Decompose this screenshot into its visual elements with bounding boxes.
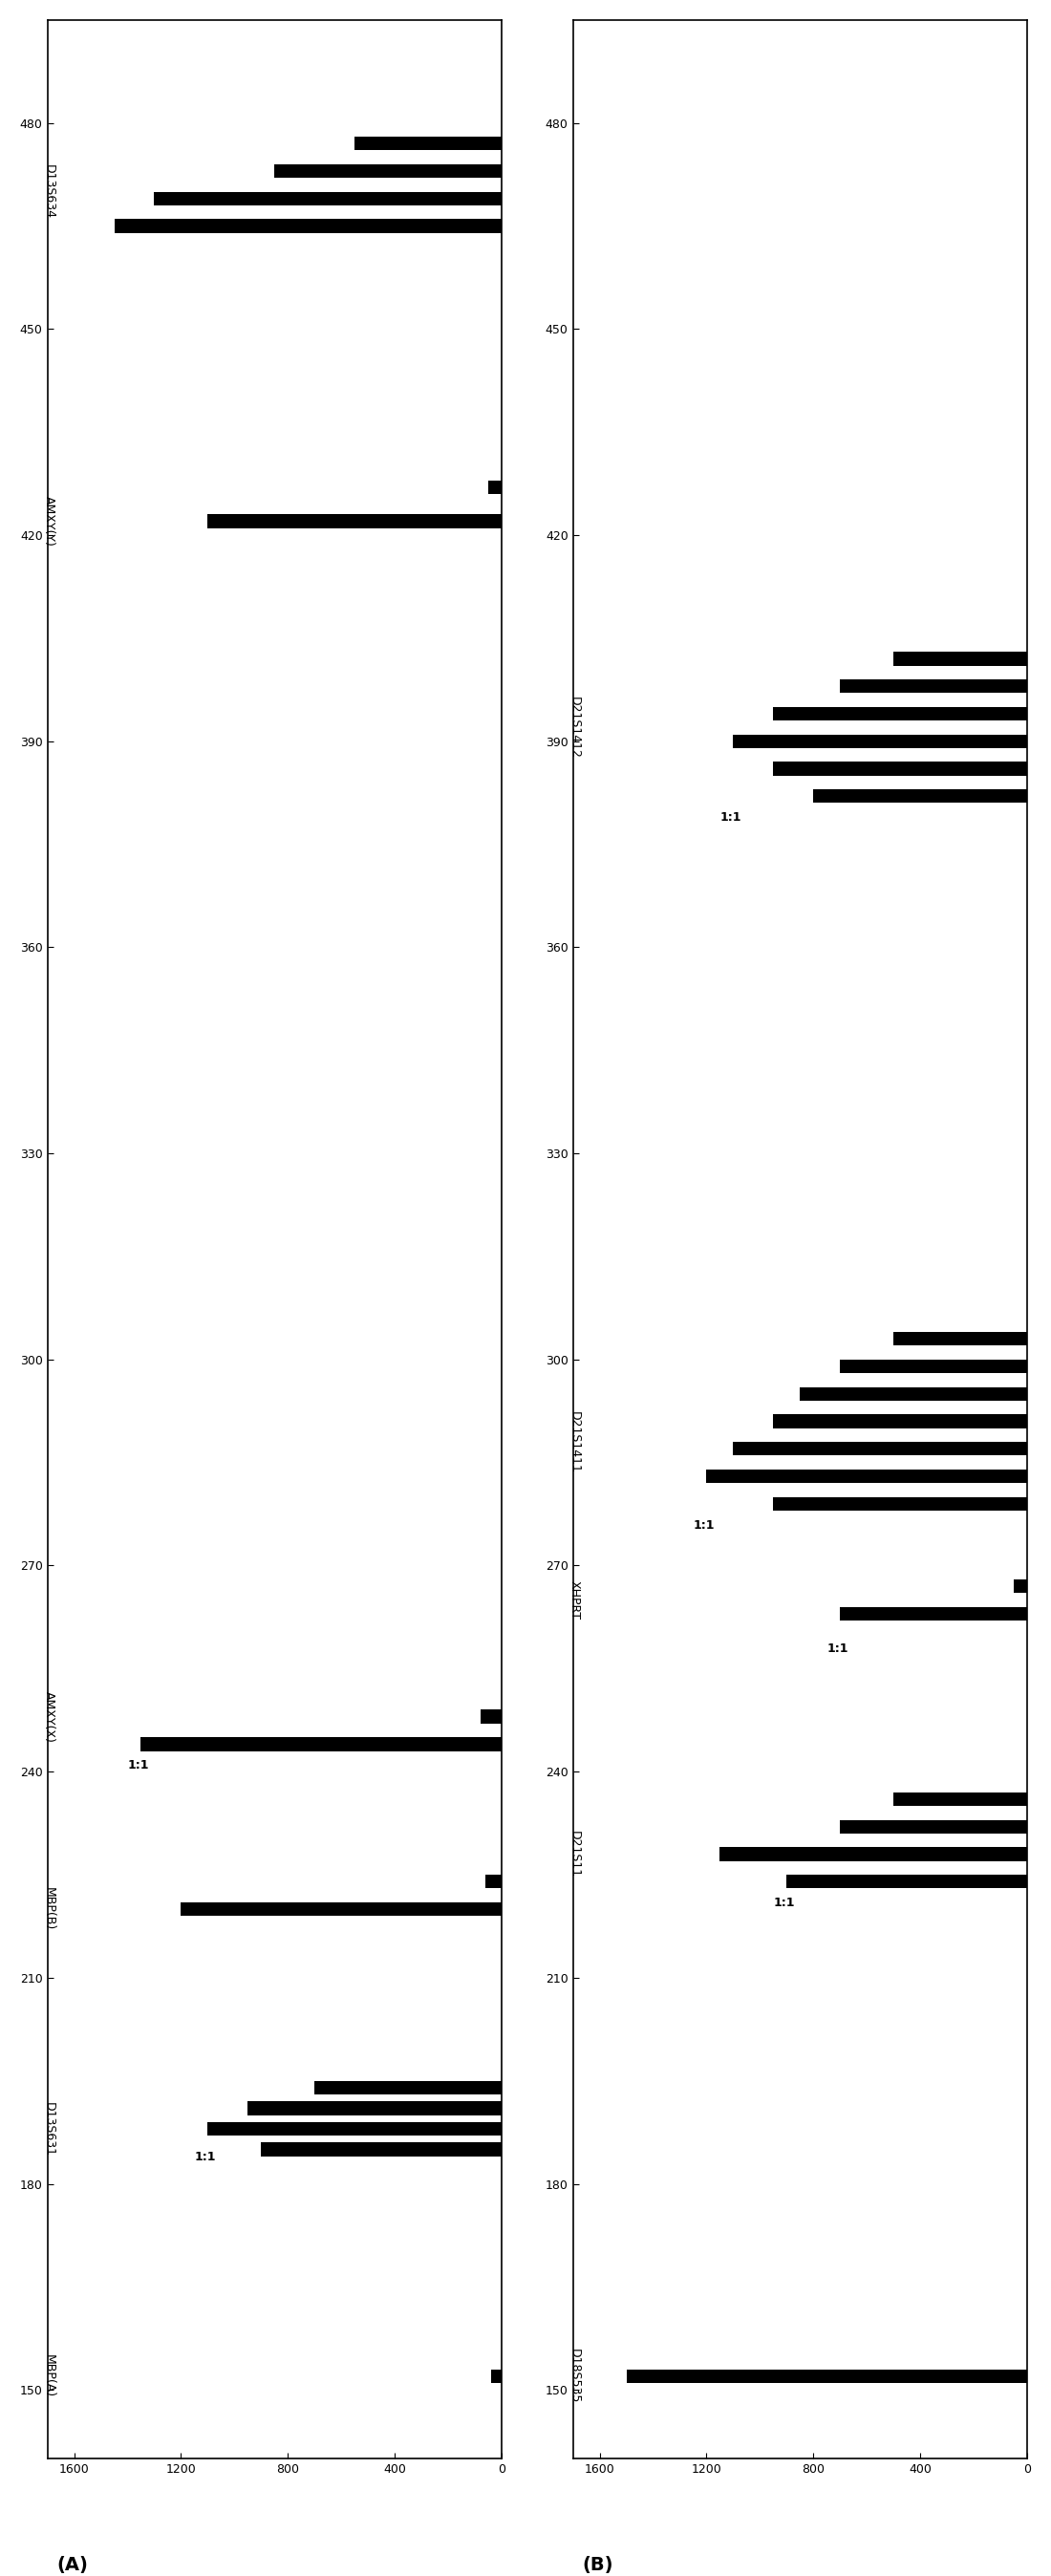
Text: MBP(B): MBP(B) xyxy=(43,1888,56,1929)
Text: (B): (B) xyxy=(582,2555,613,2573)
Bar xyxy=(262,2143,501,2156)
Bar xyxy=(706,1468,1027,1484)
Text: D13S634: D13S634 xyxy=(43,165,56,219)
Bar xyxy=(115,219,501,232)
Bar xyxy=(1014,1579,1027,1592)
Bar xyxy=(774,1497,1027,1510)
Text: (A): (A) xyxy=(57,2555,88,2573)
Bar xyxy=(314,2081,501,2094)
Text: AMXY(X): AMXY(X) xyxy=(43,1690,56,1741)
Text: AMXY(Y): AMXY(Y) xyxy=(43,497,56,546)
Text: D21S1411: D21S1411 xyxy=(569,1412,581,1473)
Text: 1:1: 1:1 xyxy=(827,1643,848,1654)
Bar xyxy=(720,1847,1027,1860)
Text: D21S1412: D21S1412 xyxy=(569,696,581,757)
Bar xyxy=(141,1736,501,1752)
Bar xyxy=(491,2370,501,2383)
Bar xyxy=(154,191,501,206)
Bar xyxy=(893,1793,1027,1806)
Bar xyxy=(181,1901,501,1917)
Bar xyxy=(208,2123,501,2136)
Text: 1:1: 1:1 xyxy=(194,2151,215,2164)
Text: D18S535: D18S535 xyxy=(569,2349,581,2403)
Bar xyxy=(840,1607,1027,1620)
Bar xyxy=(840,1360,1027,1373)
Bar xyxy=(787,1875,1027,1888)
Bar xyxy=(840,1819,1027,1834)
Text: 1:1: 1:1 xyxy=(127,1759,149,1772)
Bar xyxy=(840,680,1027,693)
Bar xyxy=(774,1414,1027,1427)
Bar xyxy=(893,1332,1027,1345)
Bar xyxy=(208,515,501,528)
Bar xyxy=(489,479,501,495)
Bar xyxy=(813,788,1027,804)
Text: D21S11: D21S11 xyxy=(569,1832,581,1878)
Text: 1:1: 1:1 xyxy=(720,811,741,824)
Text: D13S631: D13S631 xyxy=(43,2102,56,2156)
Bar xyxy=(480,1710,501,1723)
Bar xyxy=(774,706,1027,721)
Text: 1:1: 1:1 xyxy=(774,1896,795,1909)
Bar xyxy=(774,762,1027,775)
Bar xyxy=(734,734,1027,747)
Bar xyxy=(486,1875,501,1888)
Bar xyxy=(274,165,501,178)
Text: 1:1: 1:1 xyxy=(694,1520,715,1530)
Bar xyxy=(355,137,501,149)
Bar xyxy=(800,1386,1027,1401)
Bar xyxy=(893,652,1027,665)
Text: MBP(A): MBP(A) xyxy=(43,2354,56,2398)
Bar xyxy=(734,1443,1027,1455)
Bar xyxy=(248,2102,501,2115)
Text: XHPRT: XHPRT xyxy=(569,1579,581,1620)
Bar xyxy=(626,2370,1027,2383)
